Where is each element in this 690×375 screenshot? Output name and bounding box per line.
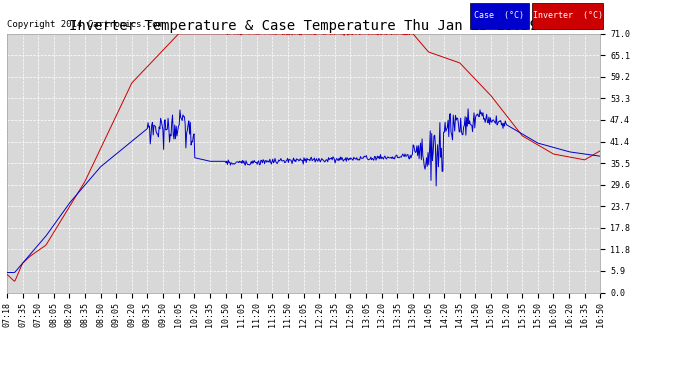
Text: Copyright 2014 Cartronics.com: Copyright 2014 Cartronics.com bbox=[7, 20, 163, 28]
Text: Inverter  (°C): Inverter (°C) bbox=[533, 11, 602, 20]
Title: Inverter Temperature & Case Temperature Thu Jan 23 16:59: Inverter Temperature & Case Temperature … bbox=[69, 19, 538, 33]
Text: Case  (°C): Case (°C) bbox=[475, 11, 524, 20]
FancyBboxPatch shape bbox=[470, 3, 529, 28]
FancyBboxPatch shape bbox=[532, 3, 603, 28]
